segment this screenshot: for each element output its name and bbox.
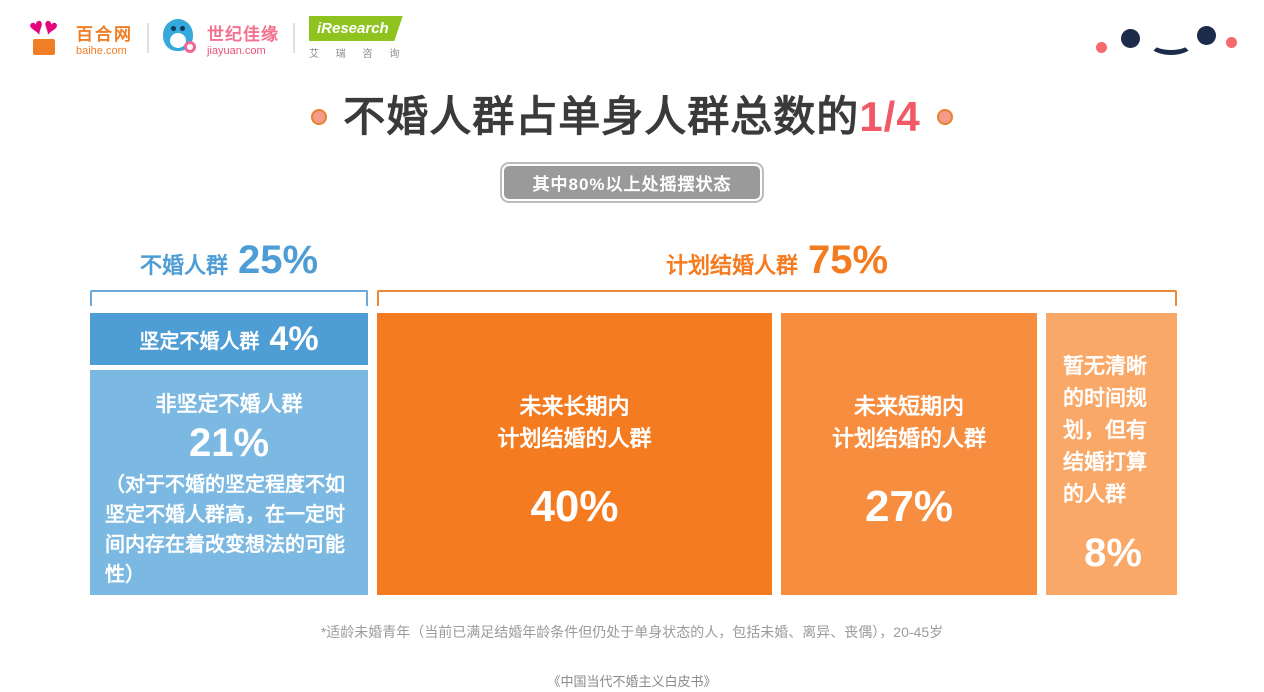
smiley-face-icon bbox=[1096, 20, 1238, 66]
group-brackets bbox=[90, 290, 1178, 306]
plan-marriage-columns: 未来长期内 计划结婚的人群 40% 未来短期内 计划结婚的人群 27% 暂无清晰的时… bbox=[377, 313, 1177, 595]
baihe-hearts-icon: ♥ ♥ bbox=[26, 12, 68, 59]
jiayuan-logo: 世纪佳缘 jiayuan.com bbox=[163, 17, 279, 59]
title-dot-left-icon bbox=[311, 109, 328, 126]
source-citation: 《中国当代不婚主义白皮书》 bbox=[547, 674, 717, 689]
page-title: 不婚人群占单身人群总数的1/4 bbox=[343, 93, 921, 140]
iresearch-logo: iResearch 艾 瑞 咨 询 bbox=[309, 16, 406, 60]
group-headers: 不婚人群 25% 计划结婚人群 75% bbox=[90, 240, 1178, 286]
jiayuan-name: 世纪佳缘 bbox=[207, 24, 279, 44]
bar-segment-firm-unmarried: 坚定不婚人群 4% bbox=[90, 313, 368, 365]
iresearch-subtitle: 艾 瑞 咨 询 bbox=[309, 49, 407, 60]
group-header-unmarried: 不婚人群 25% bbox=[139, 238, 319, 282]
group-header-plan-marriage: 计划结婚人群 75% bbox=[665, 238, 889, 282]
baihe-domain: baihe.com bbox=[76, 44, 127, 57]
title-highlight: 1/4 bbox=[859, 93, 921, 140]
badge-row: 其中80%以上处摇摆状态 bbox=[0, 164, 1264, 201]
baihe-logo: ♥ ♥ 百合网 baihe.com bbox=[26, 12, 133, 59]
unmarried-column: 坚定不婚人群 4% 非坚定不婚人群 21% （对于不婚的坚定程度不如坚定不婚人群… bbox=[90, 313, 368, 595]
divider bbox=[293, 23, 295, 53]
title-row: 不婚人群占单身人群总数的1/4 bbox=[0, 93, 1264, 140]
bar-segment-no-clear-plan: 暂无清晰的时间规划，但有结婚打算的人群 8% bbox=[1046, 313, 1177, 595]
divider bbox=[147, 23, 149, 53]
smile-icon bbox=[1149, 33, 1193, 55]
eye-icon bbox=[1197, 26, 1216, 45]
title-text: 不婚人群占单身人群总数的 bbox=[343, 93, 860, 140]
bracket-plan-marriage bbox=[377, 290, 1177, 306]
footnote: *适龄未婚青年（当前已满足结婚年龄条件但仍处于单身状态的人，包括未婚、离异、丧偶… bbox=[320, 624, 944, 640]
bar-segment-nonfirm-unmarried: 非坚定不婚人群 21% （对于不婚的坚定程度不如坚定不婚人群高，在一定时间内存在… bbox=[90, 370, 368, 595]
title-dot-right-icon bbox=[936, 109, 953, 126]
eye-icon bbox=[1121, 29, 1140, 48]
jiayuan-bird-icon bbox=[163, 17, 199, 59]
brand-bar: ♥ ♥ 百合网 baihe.com 世纪佳缘 jiayuan.com bbox=[26, 12, 406, 60]
jiayuan-domain: jiayuan.com bbox=[207, 44, 266, 57]
bracket-unmarried bbox=[90, 290, 368, 306]
bar-segment-short-term-plan: 未来短期内 计划结婚的人群 27% bbox=[781, 313, 1037, 595]
population-split-chart: 不婚人群 25% 计划结婚人群 75% 坚定不婚人群 4% 非坚 bbox=[90, 240, 1178, 595]
pink-dot-icon bbox=[1226, 37, 1237, 48]
pink-dot-icon bbox=[1096, 42, 1107, 53]
bar-segments: 坚定不婚人群 4% 非坚定不婚人群 21% （对于不婚的坚定程度不如坚定不婚人群… bbox=[90, 313, 1178, 595]
baihe-name: 百合网 bbox=[76, 24, 133, 44]
segment-note: （对于不婚的坚定程度不如坚定不婚人群高，在一定时间内存在着改变想法的可能性） bbox=[105, 474, 345, 586]
iresearch-wordmark: iResearch bbox=[309, 16, 403, 41]
subtitle-badge: 其中80%以上处摇摆状态 bbox=[502, 164, 762, 201]
bar-segment-long-term-plan: 未来长期内 计划结婚的人群 40% bbox=[377, 313, 772, 595]
